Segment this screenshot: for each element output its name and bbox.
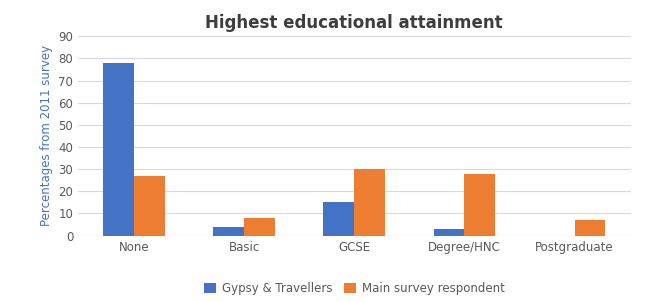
Legend: Gypsy & Travellers, Main survey respondent: Gypsy & Travellers, Main survey responde… (200, 277, 509, 299)
Bar (103, 63, 134, 236)
Bar (134, 176, 165, 236)
Bar (213, 227, 244, 236)
Bar (244, 218, 275, 236)
Title: Highest educational attainment: Highest educational attainment (205, 14, 503, 32)
Bar (324, 202, 354, 236)
Y-axis label: Percentages from 2011 survey: Percentages from 2011 survey (40, 45, 53, 226)
Bar (575, 220, 605, 236)
Bar (434, 229, 464, 236)
Bar (464, 174, 495, 236)
Bar (354, 169, 385, 236)
